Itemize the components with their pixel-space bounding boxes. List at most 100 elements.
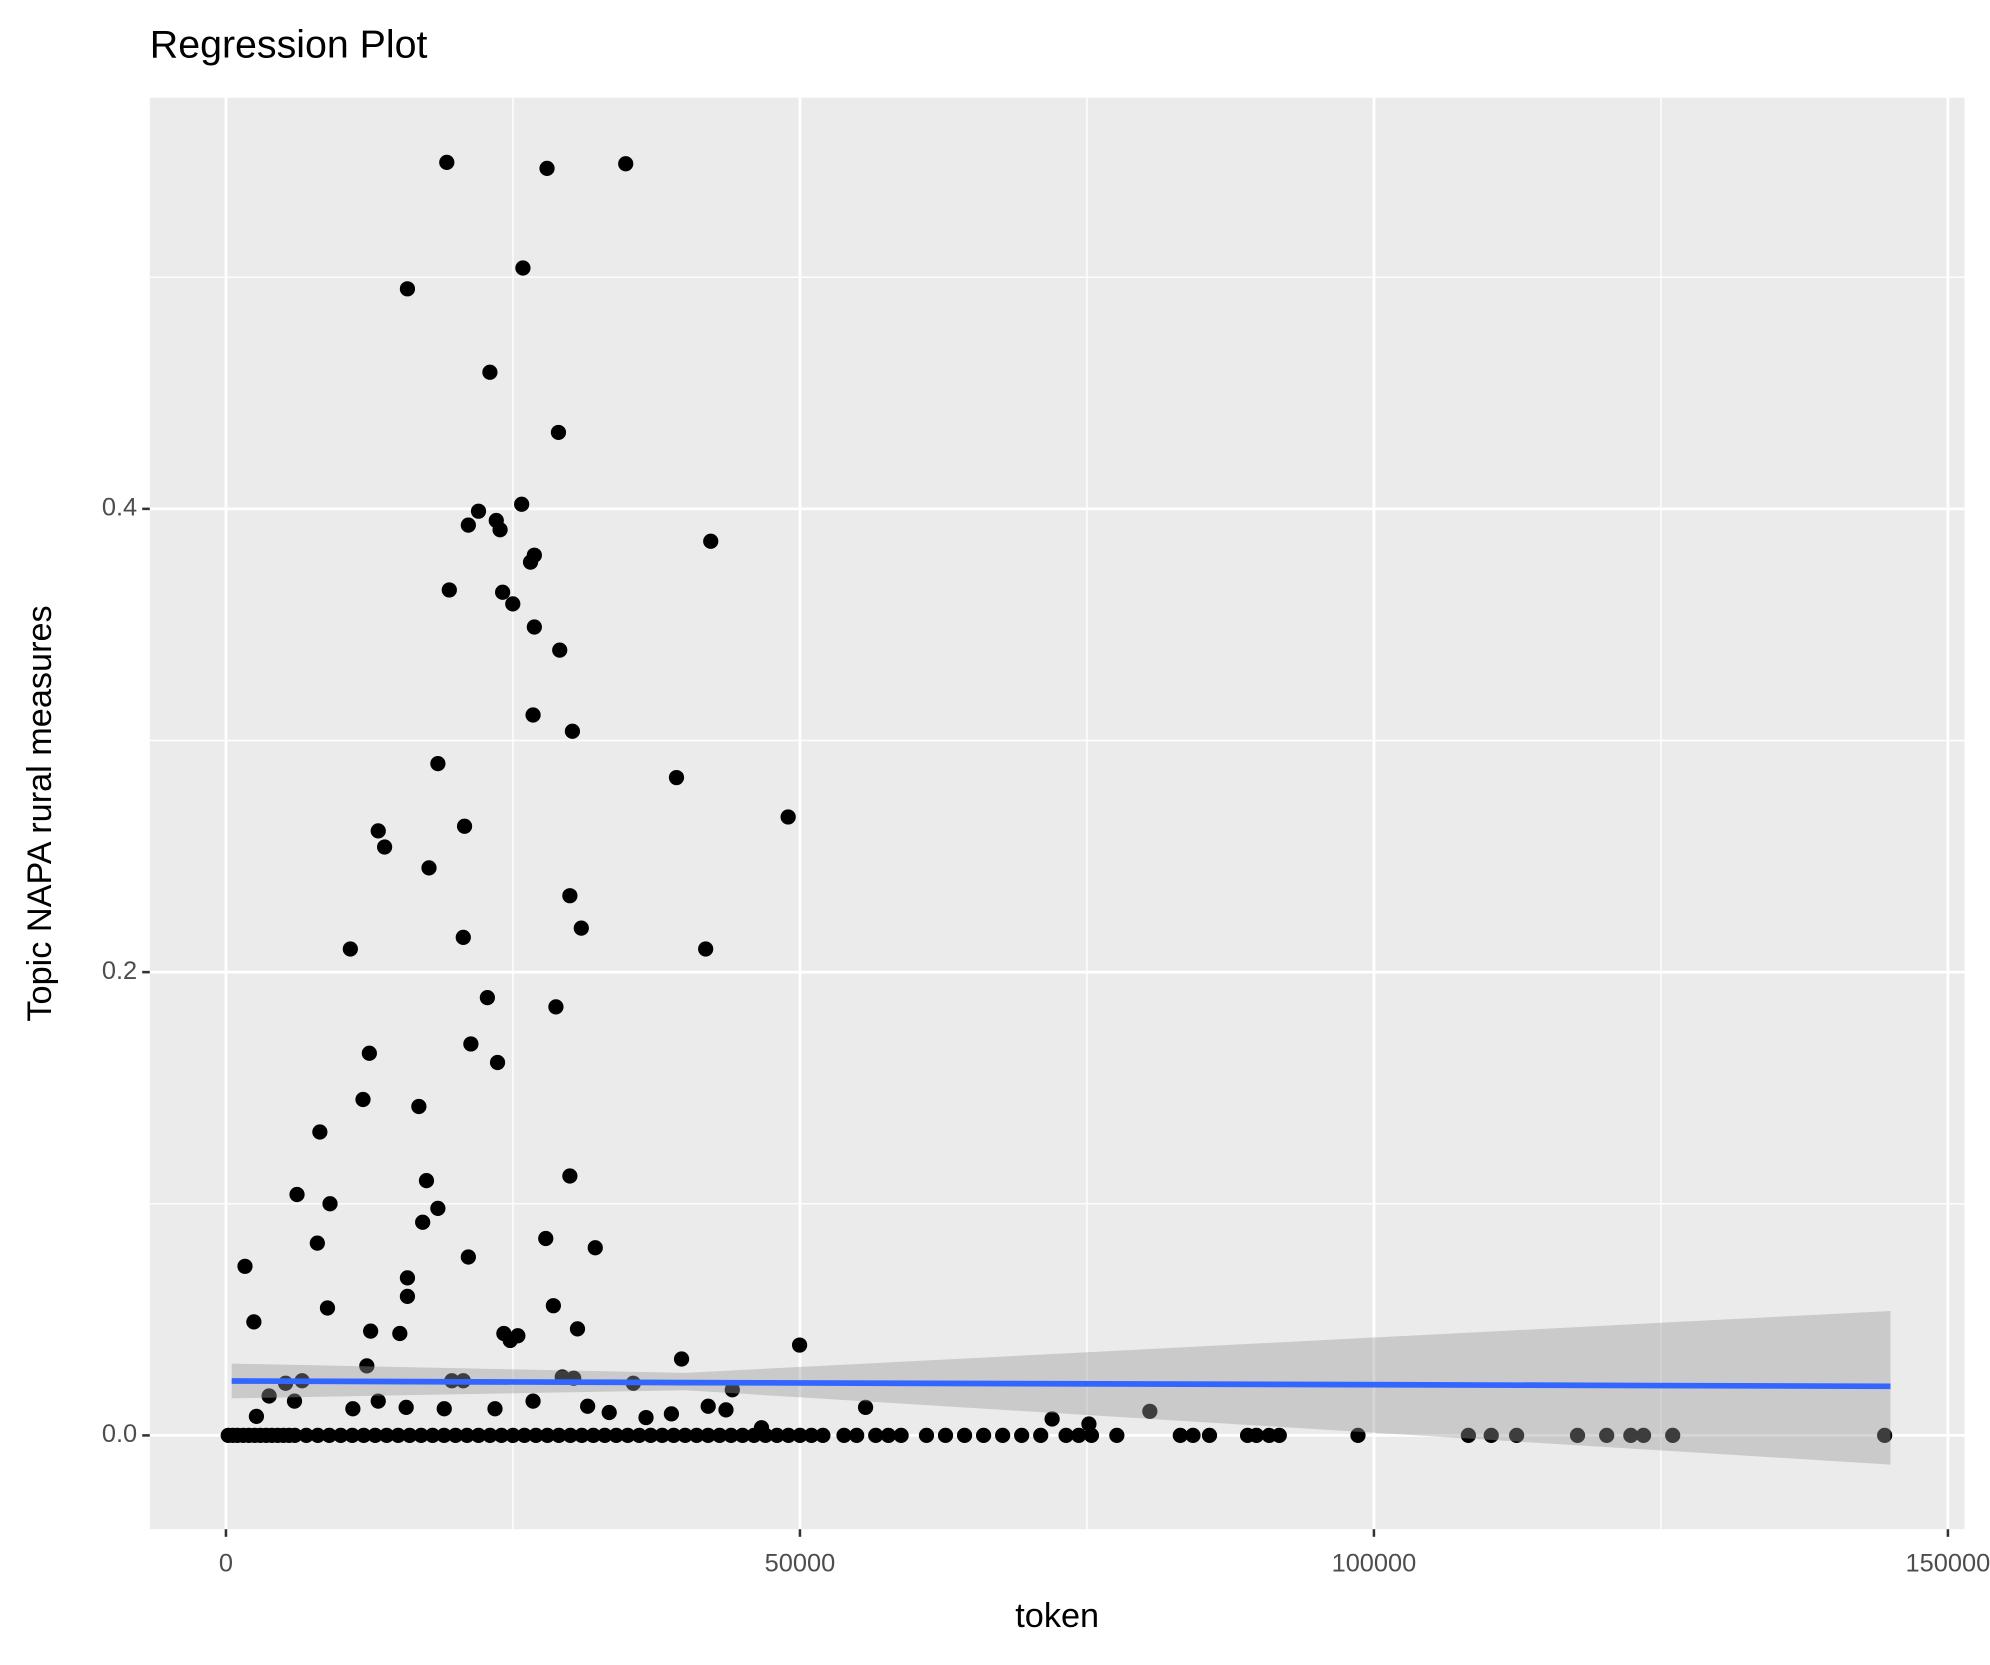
point [436, 1401, 452, 1417]
point [430, 1200, 446, 1217]
point [398, 1399, 414, 1415]
point [673, 1351, 690, 1367]
point [1483, 1427, 1499, 1444]
point [746, 1427, 762, 1444]
point [580, 1398, 596, 1414]
point [552, 642, 568, 658]
point [1350, 1427, 1366, 1444]
point [937, 1427, 954, 1444]
point [436, 1427, 452, 1444]
point [415, 1214, 431, 1230]
point [459, 1427, 475, 1444]
point [1083, 1427, 1100, 1444]
point [455, 929, 471, 946]
point [849, 1427, 865, 1444]
point [522, 554, 539, 570]
point [528, 1427, 544, 1444]
point [456, 818, 473, 834]
point [538, 1230, 554, 1247]
point [1033, 1427, 1049, 1444]
point [539, 160, 555, 176]
point [791, 1337, 808, 1353]
point [1460, 1427, 1477, 1444]
point [1623, 1427, 1639, 1444]
point [1665, 1427, 1681, 1444]
point [1044, 1411, 1060, 1427]
point [399, 1270, 416, 1286]
point [515, 260, 531, 276]
point [505, 1427, 521, 1444]
point [723, 1427, 739, 1444]
x-tick-label: 50000 [765, 1549, 836, 1577]
point [447, 1427, 464, 1444]
point [390, 1427, 406, 1444]
point [803, 1427, 820, 1444]
point [857, 1399, 874, 1415]
y-tick-label: 0.0 [102, 1420, 137, 1448]
point [975, 1427, 992, 1444]
point [287, 1427, 303, 1444]
point [1599, 1427, 1615, 1444]
point [411, 1098, 427, 1115]
point [424, 1427, 441, 1444]
point [487, 1401, 503, 1417]
point [1271, 1427, 1287, 1444]
point [370, 1393, 386, 1409]
point [631, 1427, 647, 1444]
point [597, 1427, 613, 1444]
point [718, 1402, 734, 1418]
point [1142, 1403, 1158, 1419]
point [668, 769, 685, 786]
point [321, 1427, 337, 1444]
point [893, 1427, 909, 1444]
point [526, 619, 542, 635]
point [677, 1427, 693, 1444]
point [310, 1427, 326, 1444]
point [700, 1427, 716, 1444]
point [492, 522, 508, 538]
point [703, 533, 719, 549]
point [367, 1427, 383, 1444]
point [355, 1091, 371, 1108]
point [333, 1427, 349, 1444]
point [413, 1427, 429, 1444]
point [370, 823, 386, 839]
point [470, 503, 487, 519]
point [792, 1427, 808, 1444]
point [505, 596, 521, 612]
point [1185, 1427, 1201, 1444]
point [356, 1427, 372, 1444]
point [562, 888, 578, 904]
point [246, 1314, 262, 1330]
point [780, 809, 796, 825]
point [489, 1054, 506, 1071]
point [402, 1427, 418, 1444]
point [399, 1288, 416, 1305]
x-tick-label: 0 [219, 1549, 233, 1577]
point [495, 584, 511, 600]
point [363, 1323, 379, 1339]
x-axis-title: token [1015, 1597, 1099, 1635]
point [470, 1427, 487, 1444]
point [868, 1427, 884, 1444]
plot-panel [149, 97, 1965, 1530]
point [918, 1427, 935, 1444]
point [1014, 1427, 1030, 1444]
point [734, 1427, 751, 1444]
point [479, 989, 495, 1006]
point [248, 1408, 265, 1425]
point [548, 999, 564, 1015]
point [1172, 1427, 1188, 1444]
point [460, 1249, 476, 1265]
y-axis-title: Topic NAPA rural measures [21, 605, 59, 1021]
point [698, 941, 714, 957]
point [573, 920, 589, 936]
point [545, 1298, 561, 1314]
point [757, 1427, 774, 1444]
point [430, 756, 446, 772]
confidence-band [231, 1311, 1891, 1465]
point [574, 1427, 590, 1444]
point [638, 1409, 654, 1426]
point [309, 1235, 325, 1251]
